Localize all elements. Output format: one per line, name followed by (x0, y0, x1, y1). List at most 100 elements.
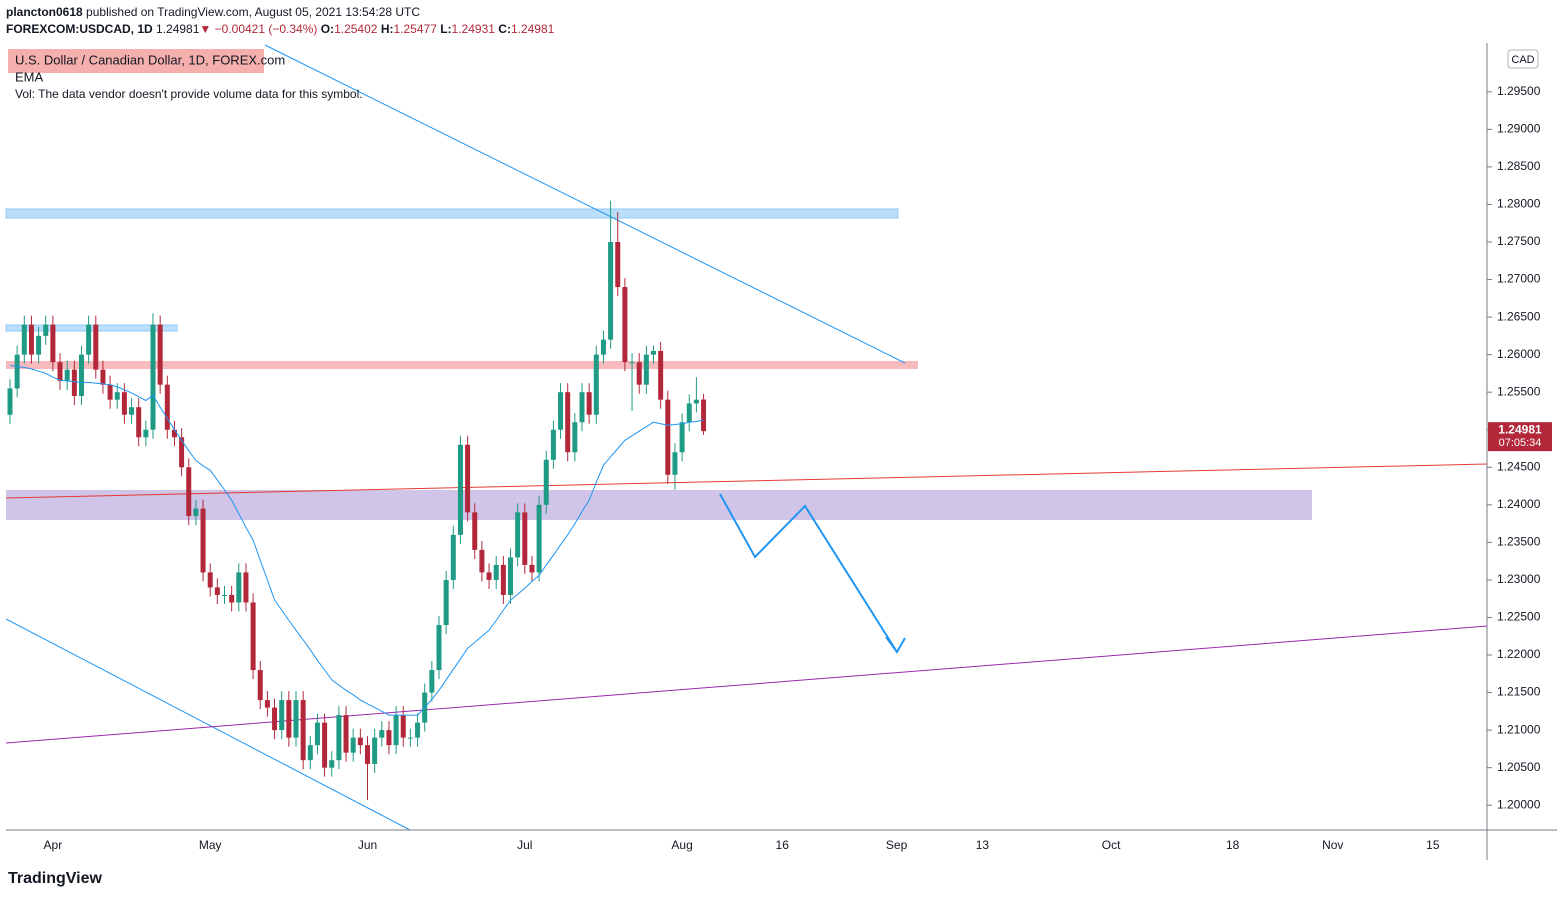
candle-body (379, 730, 385, 738)
candle-body (457, 444, 463, 535)
last: 1.24981 (156, 22, 200, 36)
x-tick-label: Apr (44, 838, 63, 852)
y-tick-label: 1.27000 (1497, 272, 1541, 286)
candle-body (186, 467, 192, 517)
candle-body (136, 407, 142, 438)
candle-body (21, 324, 27, 355)
candle-body (600, 339, 606, 355)
ohlc: O:1.25402 H:1.25477 L:1.24931 C:1.24981 (321, 22, 555, 36)
candle-body (372, 737, 378, 764)
candle-body (7, 388, 13, 415)
candle-body (693, 399, 699, 404)
candle-body (257, 670, 263, 701)
y-tick-label: 1.22000 (1497, 647, 1541, 661)
candle-body (558, 392, 564, 430)
candle-body (622, 287, 628, 363)
published: published on TradingView.com, August 05,… (86, 5, 421, 19)
currency[interactable]: CAD (1511, 54, 1534, 66)
candle-body (465, 444, 471, 513)
x-tick-label: 15 (1426, 838, 1440, 852)
candle-body (672, 452, 678, 475)
trend-line (264, 44, 906, 364)
ohlc-value: 1.25477 (393, 22, 437, 36)
candle-body (350, 737, 356, 753)
candle-body (493, 564, 499, 580)
candle-body (279, 700, 285, 731)
candle-body (293, 700, 299, 738)
zone (5, 208, 899, 219)
candle-body (264, 700, 270, 708)
candle-body (50, 324, 56, 363)
candle-body (343, 715, 349, 753)
zone (5, 324, 178, 332)
y-tick-label: 1.28000 (1497, 197, 1541, 211)
symbol: FOREXCOM:USDCAD, 1D (6, 22, 153, 36)
y-tick-label: 1.29000 (1497, 122, 1541, 136)
candle-body (357, 737, 363, 746)
candle-body (200, 508, 206, 573)
candle-body (629, 362, 635, 364)
candle-body (365, 745, 370, 764)
candle-body (143, 429, 149, 438)
candle-body (243, 572, 249, 603)
y-tick-label: 1.29500 (1497, 84, 1541, 98)
candle-body (400, 715, 406, 738)
candle-body (207, 572, 213, 588)
author: plancton0618 (6, 5, 83, 19)
y-tick-label: 1.23500 (1497, 535, 1541, 549)
candle-body (71, 369, 77, 396)
ohlc-key: C: (498, 22, 511, 36)
x-tick-label: Jun (358, 838, 377, 852)
projection-arrow (719, 493, 898, 653)
candle-body (522, 512, 528, 565)
candle-body (701, 399, 707, 432)
ohlc-value: 1.25402 (334, 22, 378, 36)
candle-body (272, 707, 278, 731)
currency-button[interactable] (1507, 49, 1539, 69)
candle-body (79, 354, 84, 396)
y-tick-label: 1.21500 (1497, 685, 1541, 699)
ohlc-value: 1.24931 (451, 22, 495, 36)
candle-body (515, 512, 521, 558)
change: −0.00421 (−0.34%) (214, 22, 318, 36)
candle-body (236, 572, 242, 603)
x-tick-label: Aug (671, 838, 692, 852)
zone (6, 490, 1312, 520)
candle-body (93, 324, 99, 370)
trend-line (5, 463, 1488, 499)
candle-body (479, 549, 485, 573)
x-tick-label: Oct (1102, 838, 1121, 852)
candle-body (121, 392, 127, 415)
legend-vol: Vol: The data vendor doesn't provide vol… (15, 87, 363, 101)
candle-body (472, 512, 478, 550)
candle-body (572, 422, 578, 453)
y-tick-label: 1.20500 (1497, 760, 1541, 774)
x-tick-label: 18 (1226, 838, 1240, 852)
candle-body (64, 369, 70, 381)
y-tick-label: 1.26500 (1497, 309, 1541, 323)
x-tick-label: Sep (886, 838, 908, 852)
candle-body (57, 362, 63, 381)
candle-body (322, 722, 328, 768)
y-tick-label: 1.26000 (1497, 347, 1541, 361)
candle-body (443, 579, 449, 625)
candle-body (86, 324, 92, 355)
y-tick-label: 1.24000 (1497, 497, 1541, 511)
candle-body (179, 437, 185, 468)
ohlc-value: 1.24981 (510, 22, 555, 36)
candle-body (386, 730, 392, 746)
y-tick-label: 1.28500 (1497, 159, 1541, 173)
candle-body (529, 564, 535, 573)
candle-body (565, 392, 571, 453)
legend-ema: EMA (15, 69, 44, 84)
x-tick-label: Nov (1322, 838, 1343, 852)
candle-body (508, 557, 513, 595)
candle-body (114, 392, 120, 400)
candle-body (393, 715, 399, 746)
candle-body (579, 392, 585, 423)
candle-body (150, 324, 156, 430)
candle-body (543, 459, 549, 505)
candle-body (679, 422, 685, 453)
candle-body (500, 564, 506, 595)
